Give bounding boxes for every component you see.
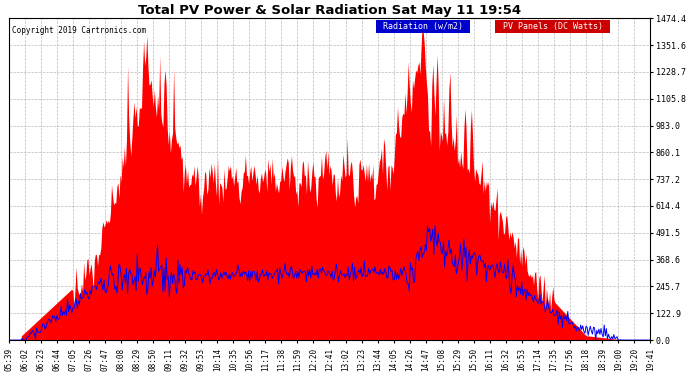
Text: PV Panels (DC Watts): PV Panels (DC Watts) — [497, 22, 608, 31]
Text: Radiation (w/m2): Radiation (w/m2) — [377, 22, 468, 31]
Text: Copyright 2019 Cartronics.com: Copyright 2019 Cartronics.com — [12, 26, 146, 35]
Title: Total PV Power & Solar Radiation Sat May 11 19:54: Total PV Power & Solar Radiation Sat May… — [138, 4, 521, 17]
